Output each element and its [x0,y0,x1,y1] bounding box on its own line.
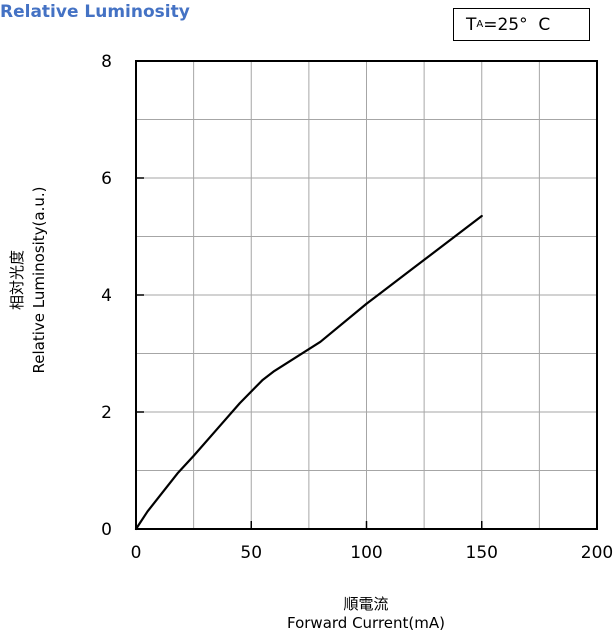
x-tick-label: 0 [131,543,142,563]
x-tick-label: 50 [240,543,262,563]
axis-ticks: 0 2 4 6 8 0 50 100 150 200 [101,52,613,563]
condition-box: T A =25° C [453,8,590,41]
series-line [134,214,483,531]
y-axis-label-en: Relative Luminosity(a.u.) [30,186,48,374]
condition-value: =25° C [483,14,551,35]
plot-frame [135,60,598,530]
y-tick-label: 8 [101,52,112,72]
y-tick-label: 4 [101,286,112,306]
x-axis-label-en: Forward Current(mA) [286,614,445,632]
chart-title: Relative Luminosity [0,2,190,22]
x-tick-label: 200 [581,543,613,563]
condition-symbol: T [466,14,477,35]
x-tick-label: 150 [466,543,498,563]
y-tick-label: 2 [101,403,112,423]
x-axis-label-jp: 順電流 [343,595,389,613]
condition-subscript: A [476,19,484,30]
grid-lines [136,61,597,529]
y-axis-label: 相対光度 Relative Luminosity(a.u.) [4,130,52,430]
y-axis-label-jp: 相対光度 [8,249,26,311]
y-tick-label: 0 [101,520,112,540]
y-tick-label: 6 [101,169,112,189]
series-group [134,214,483,531]
x-tick-label: 100 [350,543,382,563]
